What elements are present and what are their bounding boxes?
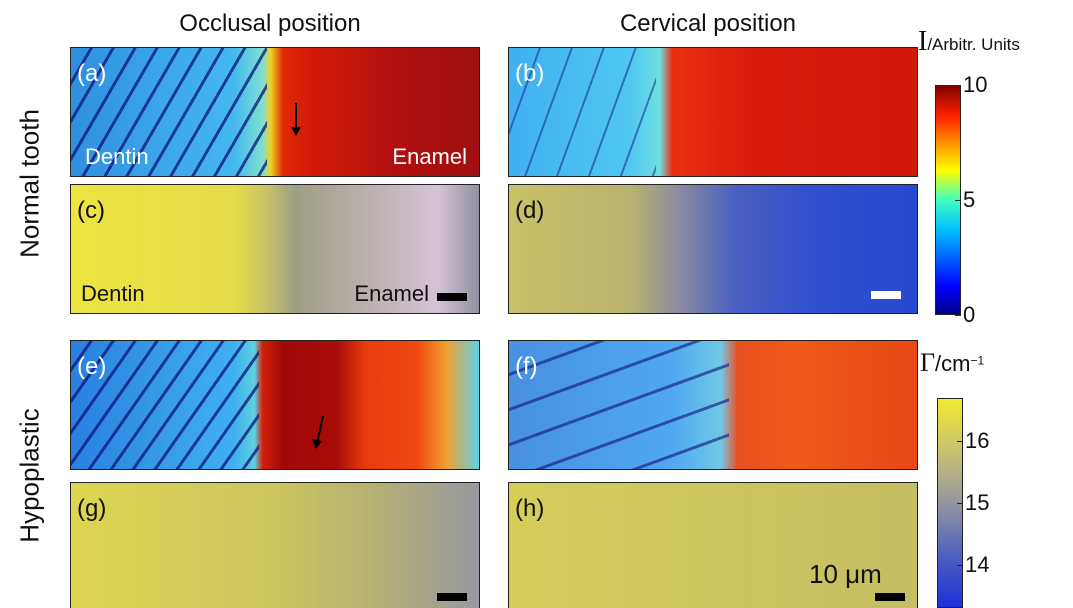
unit: /Arbitr. Units (927, 35, 1020, 54)
scale-bar (871, 291, 901, 299)
arrow (291, 103, 301, 136)
panel-label: (b) (515, 60, 545, 87)
region-label: Enamel (392, 144, 467, 169)
row-title: Normal tooth (14, 109, 45, 258)
exponent: −1 (970, 353, 985, 368)
image-panel: (h) 10 μm (508, 482, 918, 608)
tick-mark (957, 503, 963, 504)
image-panel: (e) (70, 340, 480, 470)
tubules (509, 48, 656, 176)
region-label: Dentin (85, 144, 149, 169)
tick-mark (955, 85, 961, 86)
unit: /cm (935, 351, 971, 376)
scale-bar (437, 593, 467, 601)
region-label: Dentin (81, 281, 145, 306)
tick-label: 15 (965, 490, 990, 515)
tubules (71, 48, 267, 176)
colorbar-title: I/Arbitr. Units (918, 26, 1020, 58)
panel-label: (f) (515, 353, 538, 380)
image-panel: (b) (508, 47, 918, 177)
row-title: Hypoplastic (14, 408, 45, 543)
image-panel: (f) (508, 340, 918, 470)
image-panel: (a) Dentin Enamel (70, 47, 480, 177)
colorbar-title: Γ/cm−1 (920, 348, 984, 378)
panel-label: (h) (515, 495, 545, 522)
panel-label: (g) (77, 495, 107, 522)
panel-label: (d) (515, 197, 545, 224)
panel-label: (e) (77, 353, 107, 380)
scale-label: 10 μm (809, 559, 882, 589)
tick-mark (957, 441, 963, 443)
symbol: Γ (920, 348, 936, 377)
image-panel: (c) Dentin Enamel (70, 184, 480, 314)
tubules (71, 341, 259, 469)
tick-mark (955, 200, 961, 201)
tubules (509, 341, 730, 469)
arrow (312, 416, 324, 449)
tick-label: 10 (963, 72, 988, 97)
tick-mark (955, 315, 961, 316)
symbol: I (918, 26, 928, 57)
tick-label: 14 (965, 551, 990, 577)
image-panel: (d) (508, 184, 918, 314)
panel-label: (c) (77, 197, 105, 224)
scale-bar (437, 293, 467, 301)
tick-label: 0 (963, 302, 976, 327)
region-label: Enamel (354, 281, 429, 306)
column-title: Occlusal position (179, 10, 361, 37)
scale-bar (875, 593, 905, 601)
image-panel: (g) (70, 482, 480, 608)
tick-mark (957, 564, 963, 566)
tick-label: 16 (965, 428, 990, 454)
tick-label: 5 (963, 187, 976, 212)
panel-label: (a) (77, 60, 107, 87)
column-title: Cervical position (619, 10, 797, 37)
